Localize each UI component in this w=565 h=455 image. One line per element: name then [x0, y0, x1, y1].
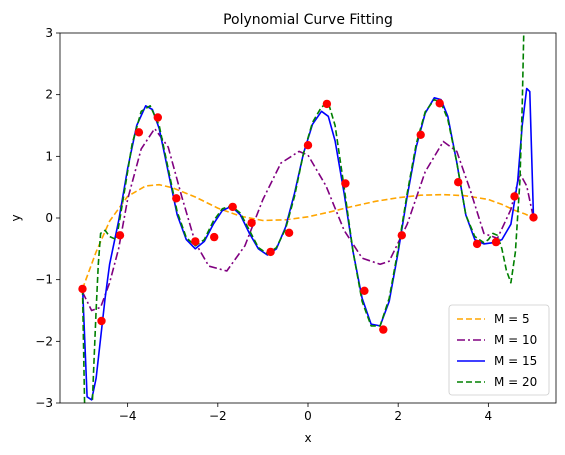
data-point [284, 228, 294, 237]
data-point [435, 99, 444, 108]
legend-label: M = 15 [494, 354, 537, 368]
y-axis-label: y [9, 214, 23, 221]
y-tick-label: 0 [45, 211, 53, 225]
data-point [303, 141, 313, 150]
series-line-4 [81, 33, 525, 403]
y-tick-label: −1 [35, 273, 53, 287]
legend-label: M = 20 [494, 375, 537, 389]
x-tick-label: 0 [304, 409, 312, 423]
data-point [247, 218, 256, 228]
data-point [491, 237, 501, 247]
data-point [153, 113, 162, 122]
chart-title: Polynomial Curve Fitting [223, 12, 393, 28]
y-tick-label: 2 [45, 88, 53, 102]
data-point [529, 213, 538, 222]
legend: M = 5 M = 10 M = 15 M = 20 [448, 304, 550, 396]
legend-label: M = 10 [494, 333, 537, 347]
x-tick-label: 4 [485, 409, 493, 423]
legend-box [448, 304, 550, 396]
plot-series-group [78, 33, 538, 403]
data-point [97, 316, 106, 326]
data-point [191, 237, 200, 246]
y-tick-label: −2 [35, 334, 53, 348]
x-axis-label: x [304, 431, 311, 445]
data-point [360, 286, 369, 295]
data-point [134, 128, 144, 137]
y-tick-label: 3 [45, 26, 53, 40]
data-point [510, 192, 519, 201]
data-point [472, 239, 482, 249]
data-point [379, 325, 388, 334]
y-axis-ticks: −3 −2 −1 0 1 2 3 [35, 26, 60, 410]
plot-area [59, 32, 557, 404]
series-line-1 [81, 183, 534, 290]
data-point [266, 247, 275, 257]
data-point [172, 194, 181, 203]
x-tick-label: 2 [394, 409, 402, 423]
y-tick-label: −3 [35, 396, 53, 410]
x-axis-ticks: −4 −2 0 2 4 [119, 403, 492, 423]
x-tick-label: −2 [209, 409, 227, 423]
data-point [341, 179, 350, 188]
y-tick-label: 1 [45, 149, 53, 163]
data-point [397, 231, 406, 240]
data-point [78, 284, 87, 294]
x-tick-label: −4 [119, 409, 137, 423]
data-point [228, 202, 237, 212]
data-point [115, 231, 125, 240]
data-point [416, 130, 425, 139]
data-point [322, 99, 332, 109]
legend-label: M = 5 [494, 312, 530, 326]
data-point [454, 178, 463, 187]
data-point [210, 232, 219, 242]
